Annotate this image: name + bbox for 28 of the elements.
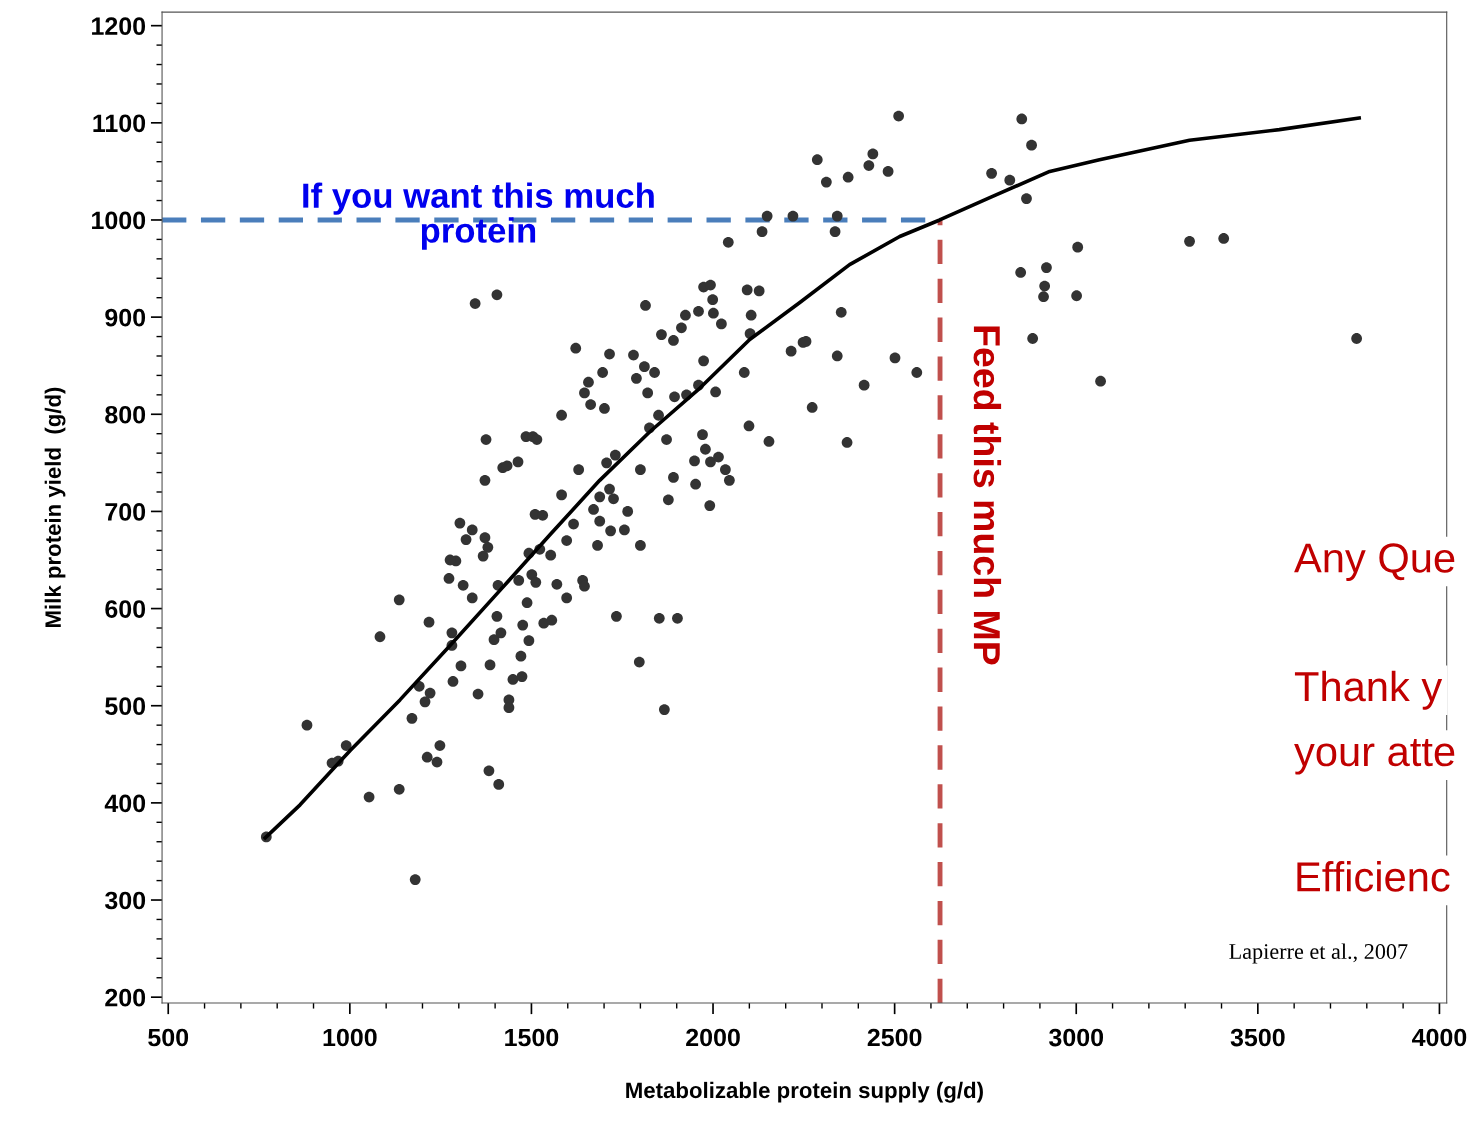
x-tick-label: 1500 [505, 1028, 559, 1047]
x-tick-label: 500 [148, 1028, 189, 1047]
y-tick-label: 200 [105, 988, 146, 1007]
y-tick-label: 1200 [92, 17, 146, 35]
y-tick-label: 900 [105, 308, 146, 327]
y-tick-label: 600 [105, 600, 146, 618]
annotation: your atte [1294, 738, 1455, 775]
x-tick-label: 3500 [1230, 1028, 1285, 1047]
annotation: Lapierre et al., 2007 [1229, 943, 1408, 964]
y-tick-label: 700 [105, 503, 146, 521]
y-tick-label: 800 [105, 405, 146, 424]
x-tick-label: 2500 [867, 1028, 922, 1047]
y-tick-label: 1000 [92, 211, 146, 230]
ref-line-label: If you want this much protein [303, 182, 654, 250]
x-tick-label: 3000 [1049, 1028, 1104, 1047]
x-axis-title: Metabolizable protein supply (g/d) [626, 1081, 983, 1103]
y-tick-label: 400 [104, 794, 146, 813]
y-tick-label: 500 [105, 697, 146, 716]
y-axis-title: Milk protein yield (g/d) [44, 387, 66, 628]
annotation: Efficienc [1297, 861, 1450, 892]
x-tick-label: 4000 [1412, 1028, 1467, 1047]
annotation: Any Que [1294, 543, 1455, 581]
x-tick-label: 1000 [323, 1028, 377, 1047]
ref-line-label: Feed this much MP [973, 326, 1002, 665]
x-tick-label: 2000 [686, 1028, 740, 1047]
annotation: Thank y [1294, 670, 1443, 710]
y-tick-label: 1100 [93, 114, 146, 133]
y-tick-label: 300 [104, 891, 146, 910]
